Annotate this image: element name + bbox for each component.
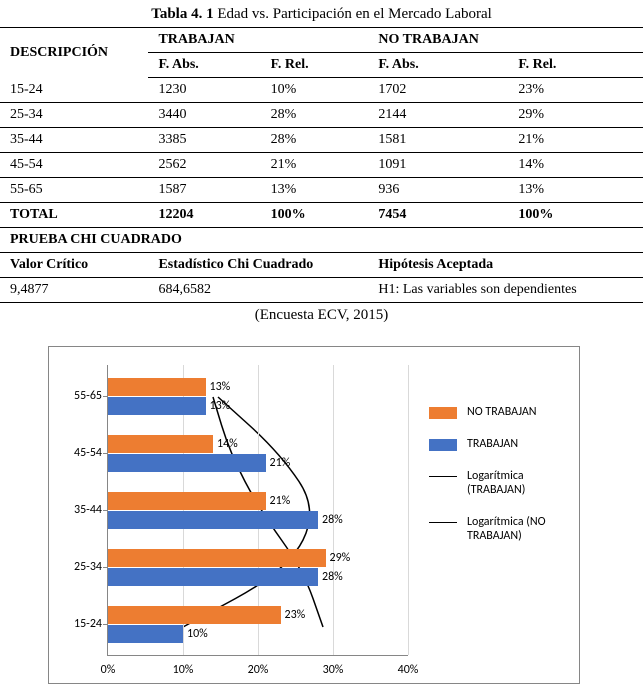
line-icon	[429, 522, 457, 523]
x-tick-label: 10%	[173, 663, 194, 677]
bar-no-trabajan	[108, 378, 206, 396]
table-cell: 28%	[261, 103, 369, 128]
table-cell: 23%	[508, 78, 643, 103]
chi-v3: H1: Las variables son dependientes	[368, 278, 643, 303]
legend-item: Logarítmica (TRABAJAN)	[429, 469, 565, 497]
table-cell: 1702	[368, 78, 508, 103]
bar-trabajan	[108, 397, 206, 415]
data-table: DESCRIPCIÓN TRABAJAN NO TRABAJAN F. Abs.…	[0, 27, 643, 303]
bar-value-label: 28%	[322, 568, 343, 586]
y-category-label: 25-34	[52, 560, 102, 574]
table-num: Tabla 4. 1	[151, 6, 217, 22]
legend-label: Logarítmica (TRABAJAN)	[467, 469, 565, 497]
plot-area: 0%10%20%30%40%55-6513%13%45-5414%21%35-4…	[107, 365, 408, 656]
col-grp2: NO TRABAJAN	[368, 28, 643, 53]
table-cell: 15-24	[0, 78, 148, 103]
col-frel2: F. Rel.	[508, 53, 643, 78]
table-cell: 1581	[368, 128, 508, 153]
table-cell: 13%	[261, 178, 369, 203]
table-cell: 13%	[508, 178, 643, 203]
table-cell: 35-44	[0, 128, 148, 153]
col-fabs1: F. Abs.	[148, 53, 260, 78]
chi-v1: 9,4877	[0, 278, 148, 303]
total-r2: 100%	[508, 203, 643, 228]
y-category-label: 55-65	[52, 389, 102, 403]
bar-no-trabajan	[108, 435, 213, 453]
bar-value-label: 10%	[187, 625, 208, 643]
chi-c2: Estadístico Chi Cuadrado	[148, 253, 368, 278]
table-cell: 45-54	[0, 153, 148, 178]
col-desc: DESCRIPCIÓN	[0, 28, 148, 78]
total-a1: 12204	[148, 203, 260, 228]
total-a2: 7454	[368, 203, 508, 228]
chart-legend: NO TRABAJAN TRABAJAN Logarítmica (TRABAJ…	[429, 405, 565, 561]
table-cell: 10%	[261, 78, 369, 103]
total-r1: 100%	[261, 203, 369, 228]
legend-item: NO TRABAJAN	[429, 405, 565, 419]
legend-label: NO TRABAJAN	[467, 405, 537, 419]
table-cell: 25-34	[0, 103, 148, 128]
bar-value-label: 13%	[210, 397, 231, 415]
bar-value-label: 21%	[270, 454, 291, 472]
bar-no-trabajan	[108, 492, 266, 510]
col-frel1: F. Rel.	[261, 53, 369, 78]
col-grp1: TRABAJAN	[148, 28, 368, 53]
bar-trabajan	[108, 511, 318, 529]
bar-value-label: 21%	[270, 492, 291, 510]
swatch-icon	[429, 407, 457, 419]
y-category-label: 45-54	[52, 446, 102, 460]
x-tick-label: 40%	[398, 663, 419, 677]
chi-c3: Hipótesis Aceptada	[368, 253, 643, 278]
table-cell: 29%	[508, 103, 643, 128]
y-category-label: 15-24	[52, 617, 102, 631]
bar-value-label: 29%	[330, 549, 351, 567]
bar-value-label: 28%	[322, 511, 343, 529]
table-title: Tabla 4. 1 Edad vs. Participación en el …	[0, 0, 643, 27]
legend-item: TRABAJAN	[429, 437, 565, 451]
y-category-label: 35-44	[52, 503, 102, 517]
bar-no-trabajan	[108, 549, 326, 567]
total-label: TOTAL	[0, 203, 148, 228]
bar-value-label: 13%	[210, 378, 231, 396]
swatch-icon	[429, 439, 457, 451]
line-icon	[429, 476, 457, 477]
bar-value-label: 14%	[217, 435, 238, 453]
table-cell: 55-65	[0, 178, 148, 203]
bar-no-trabajan	[108, 606, 281, 624]
table-cell: 1587	[148, 178, 260, 203]
table-cell: 28%	[261, 128, 369, 153]
table-cell: 2144	[368, 103, 508, 128]
chi-c1: Valor Crítico	[0, 253, 148, 278]
legend-label: Logarítmica (NO TRABAJAN)	[467, 515, 565, 543]
table-cell: 936	[368, 178, 508, 203]
bar-trabajan	[108, 625, 183, 643]
table-cell: 2562	[148, 153, 260, 178]
table-cell: 1230	[148, 78, 260, 103]
bar-trabajan	[108, 568, 318, 586]
bar-value-label: 23%	[285, 606, 306, 624]
x-tick-label: 20%	[248, 663, 269, 677]
table-cell: 21%	[508, 128, 643, 153]
bar-chart: 0% 10% 20% 30% 40% 55-65 13%13% 45-54 14% 21% 35-4…	[48, 346, 580, 684]
table-cell: 3440	[148, 103, 260, 128]
chi-head: PRUEBA CHI CUADRADO	[0, 228, 643, 253]
legend-item: Logarítmica (NO TRABAJAN)	[429, 515, 565, 543]
table-cell: 1091	[368, 153, 508, 178]
col-fabs2: F. Abs.	[368, 53, 508, 78]
table-cell: 14%	[508, 153, 643, 178]
x-tick-label: 30%	[323, 663, 344, 677]
x-tick-label: 0%	[101, 663, 116, 677]
table-cell: 21%	[261, 153, 369, 178]
table-cell: 3385	[148, 128, 260, 153]
legend-label: TRABAJAN	[467, 437, 518, 451]
table-source: (Encuesta ECV, 2015)	[0, 303, 643, 334]
bar-trabajan	[108, 454, 266, 472]
table-caption: Edad vs. Participación en el Mercado Lab…	[217, 6, 491, 22]
chi-v2: 684,6582	[148, 278, 368, 303]
